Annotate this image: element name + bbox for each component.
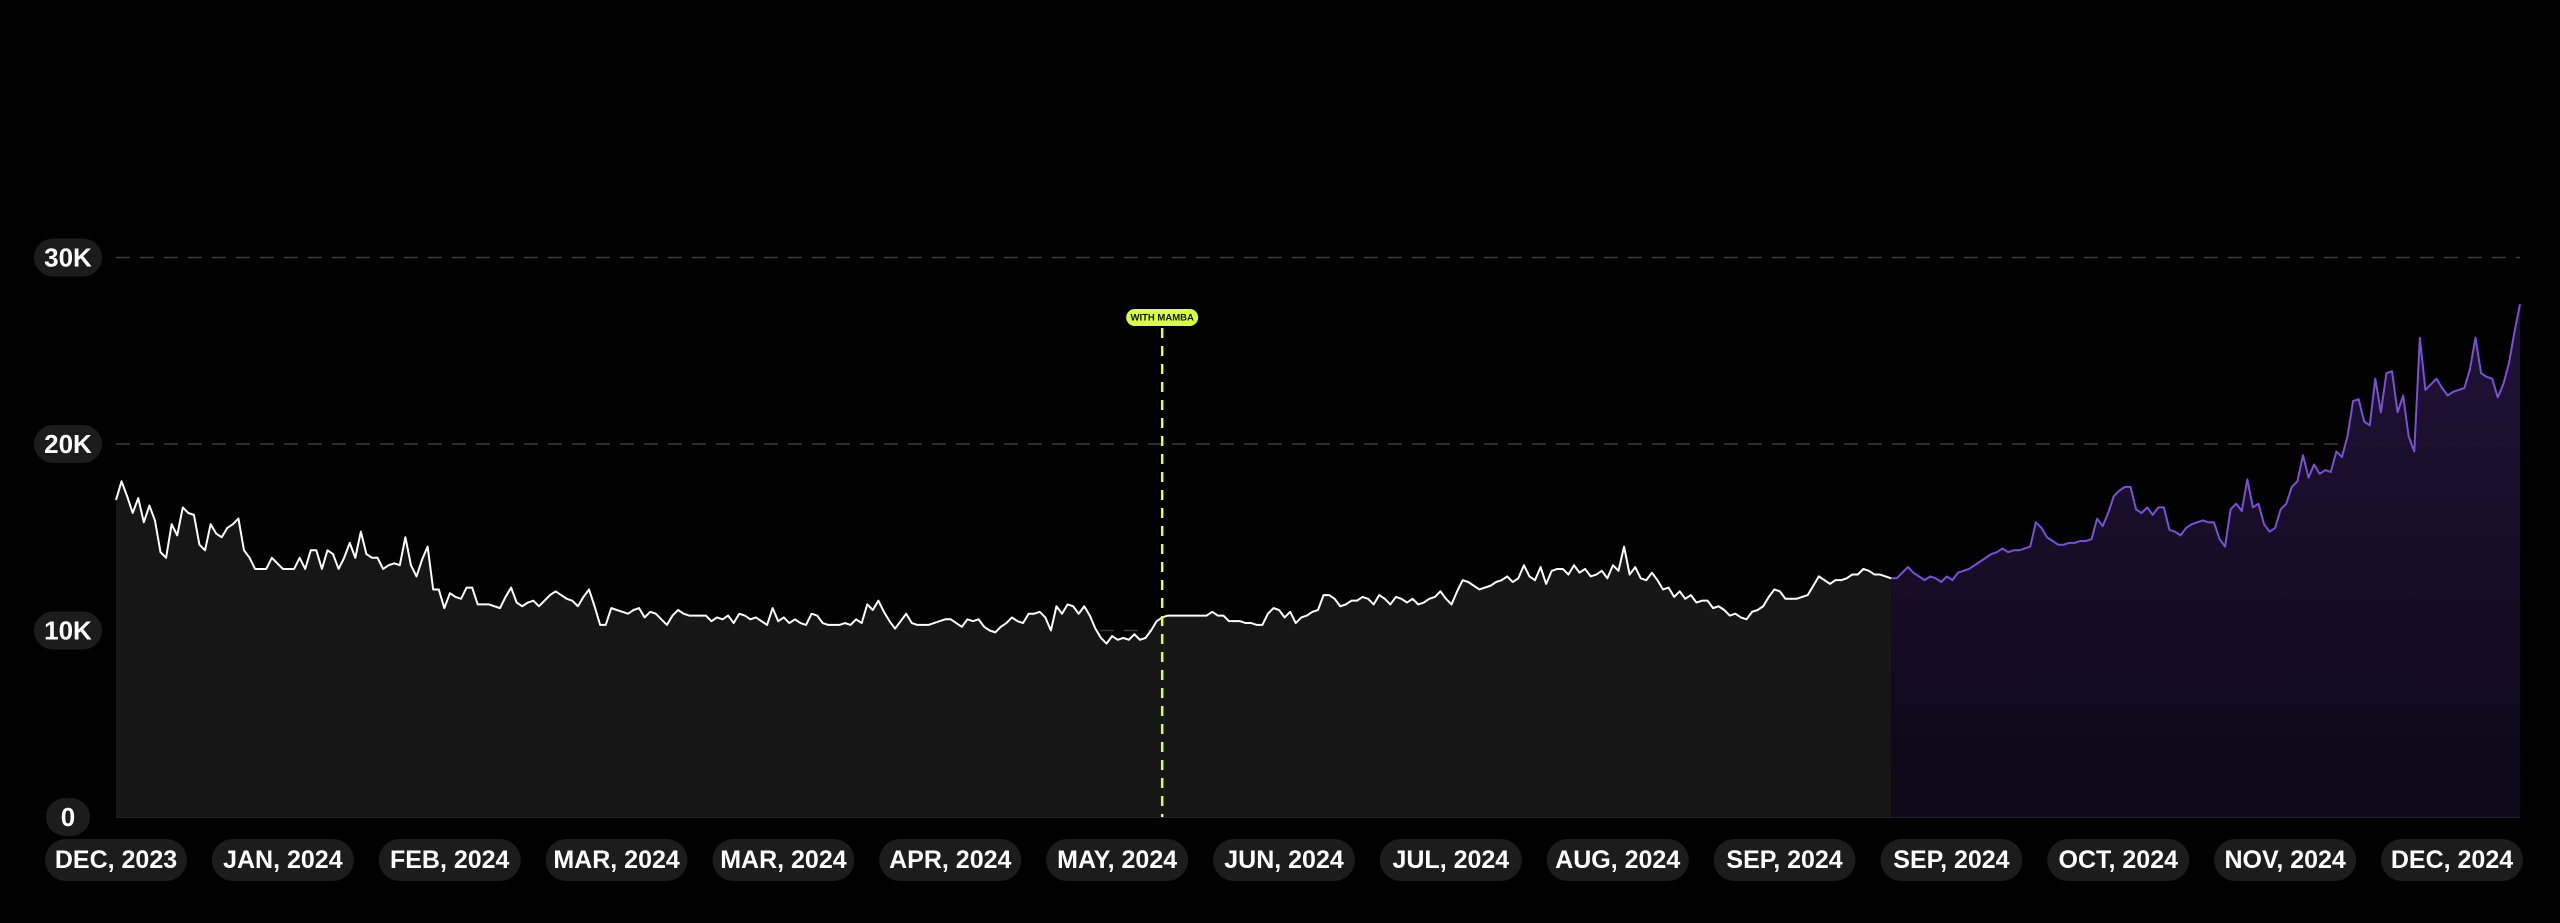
x-tick-pill xyxy=(378,839,521,881)
y-tick-label: 30K xyxy=(44,243,92,273)
x-tick-label: DEC, 2023 xyxy=(55,846,177,874)
y-tick-label: 0 xyxy=(61,802,75,832)
area-after xyxy=(1891,304,2520,817)
series-line-after xyxy=(1891,303,2521,584)
x-tick-pill xyxy=(545,839,688,881)
x-tick-pill xyxy=(712,839,855,881)
x-tick-label: MAY, 2024 xyxy=(1057,846,1177,874)
y-tick-pill xyxy=(34,238,102,277)
area-fills xyxy=(116,304,2520,817)
x-tick-label: AUG, 2024 xyxy=(1555,846,1680,874)
annotation-label: WITH MAMBA xyxy=(1131,313,1194,324)
x-tick-label: FEB, 2024 xyxy=(390,846,510,874)
y-axis-ticks: 0 10K 20K 30K xyxy=(34,238,102,836)
x-axis-ticks: DEC, 2023 JAN, 2024 FEB, 2024 MAR, 2024 MAR,… xyxy=(45,839,2523,881)
y-tick-pill xyxy=(34,611,102,650)
x-tick-label: APR, 2024 xyxy=(889,846,1011,874)
x-tick-label: NOV, 2024 xyxy=(2224,846,2345,874)
x-tick-pill xyxy=(211,839,354,881)
x-tick-label: JUN, 2024 xyxy=(1224,846,1344,874)
x-tick-pill xyxy=(2047,839,2190,881)
area-before xyxy=(116,481,1892,817)
y-tick-pill xyxy=(46,798,90,836)
x-tick-label: MAR, 2024 xyxy=(720,846,847,874)
annotation-group: WITH MAMBA xyxy=(1126,309,1199,817)
series-lines xyxy=(115,303,2521,645)
x-tick-label: DEC, 2024 xyxy=(2391,846,2513,874)
x-tick-pill xyxy=(45,839,187,881)
x-tick-label: JUL, 2024 xyxy=(1392,846,1509,874)
x-tick-pill xyxy=(2381,839,2523,881)
x-tick-pill xyxy=(2214,839,2357,881)
x-tick-pill xyxy=(1546,839,1689,881)
y-tick-label: 20K xyxy=(44,429,92,459)
series-line-before xyxy=(115,480,1892,645)
x-tick-label: SEP, 2024 xyxy=(1726,846,1842,874)
x-tick-label: MAR, 2024 xyxy=(553,846,680,874)
annotation-badge xyxy=(1126,309,1199,326)
x-tick-pill xyxy=(1880,839,2023,881)
y-tick-pill xyxy=(34,425,102,463)
x-tick-pill xyxy=(1713,839,1856,881)
x-tick-label: SEP, 2024 xyxy=(1893,846,2009,874)
x-tick-pill xyxy=(1046,839,1189,881)
y-tick-label: 10K xyxy=(44,616,92,646)
x-tick-label: OCT, 2024 xyxy=(2059,846,2179,874)
x-tick-pill xyxy=(1213,839,1355,881)
x-tick-pill xyxy=(879,839,1022,881)
x-tick-pill xyxy=(1379,839,1522,881)
x-tick-label: JAN, 2024 xyxy=(223,846,343,874)
